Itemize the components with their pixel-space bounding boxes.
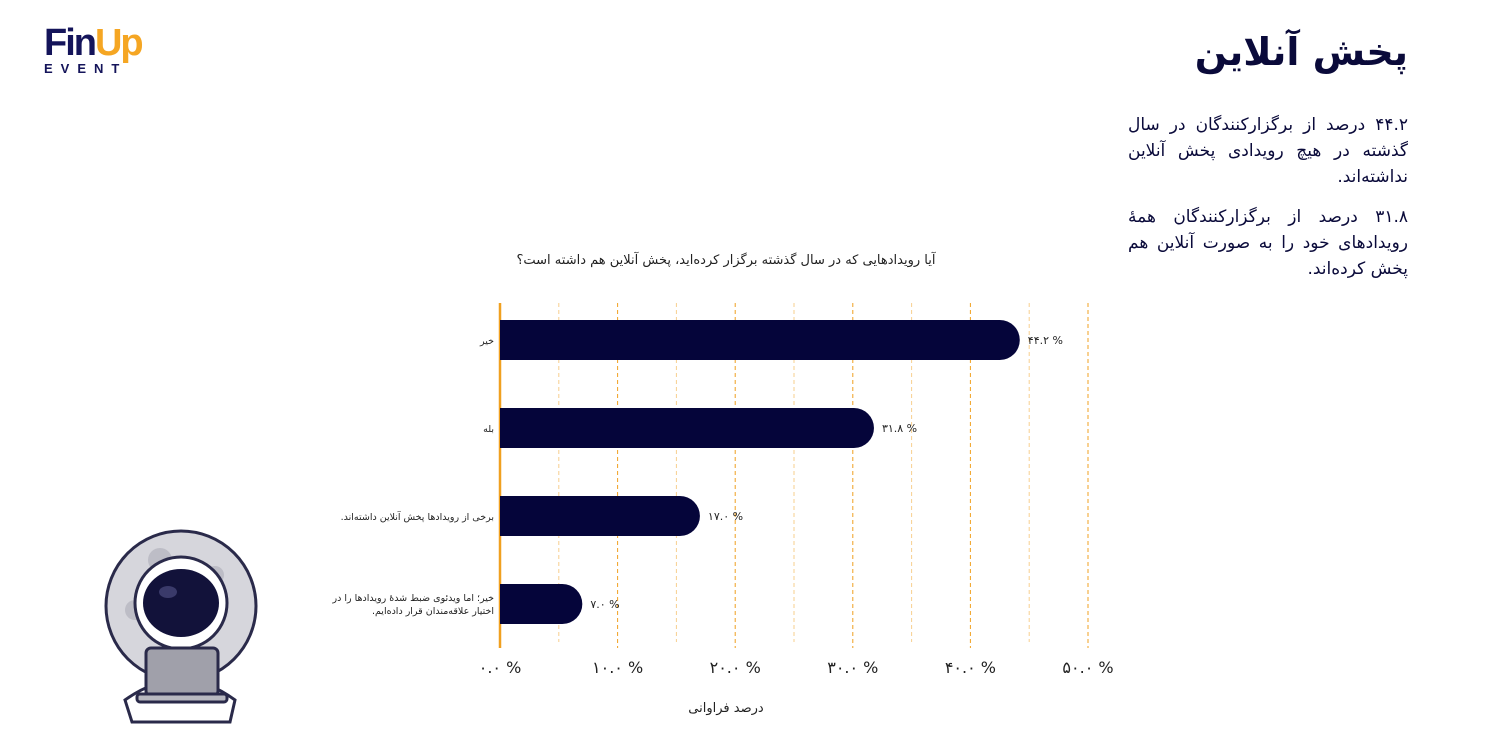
x-tick-label: ۳۰.۰ % — [827, 658, 878, 677]
logo-fin: Fin — [44, 22, 97, 64]
logo-word: FinUp — [44, 22, 144, 64]
bar — [500, 408, 874, 448]
logo-up: Up — [94, 22, 144, 64]
category-label-box: خیر؛ اما ویدئوی ضبط شدهٔ رویدادها را در … — [332, 593, 494, 617]
y-tick-label: خیر؛ اما ویدئوی ضبط شدهٔ رویدادها را در … — [332, 593, 494, 617]
x-tick-label: ۵۰.۰ % — [1062, 658, 1113, 677]
value-label: ۷.۰ % — [590, 598, 619, 611]
bar — [500, 584, 583, 624]
value-label: ۳۱.۸ % — [882, 422, 917, 435]
category-label-box: برخی از رویدادها پخش آنلاین داشته‌اند. — [340, 511, 494, 523]
slide-title: پخش آنلاین — [1194, 30, 1408, 74]
x-tick-label: ۲۰.۰ % — [710, 658, 761, 677]
x-tick-label: ۰.۰ % — [479, 658, 522, 677]
category-label-box: بله — [483, 423, 494, 435]
x-tick-label: ۴۰.۰ % — [945, 658, 996, 677]
category-label-box: خیر — [480, 335, 494, 347]
logo: FinUp EVENT — [44, 22, 144, 76]
bar — [500, 496, 700, 536]
y-tick-label: خیر — [480, 335, 494, 347]
x-axis-label: درصد فراوانی — [688, 701, 764, 716]
bar — [500, 320, 1020, 360]
x-tick-label: ۱۰.۰ % — [592, 658, 643, 677]
chart-title: آیا رویدادهایی که در سال گذشته برگزار کر… — [517, 251, 937, 268]
y-tick-label: بله — [483, 423, 494, 435]
value-label: ۱۷.۰ % — [708, 510, 743, 523]
paragraph: ۳۱.۸ درصد از برگزارکنندگان همهٔ رویدادها… — [1128, 207, 1408, 279]
astronaut — [104, 529, 258, 724]
logo-event: EVENT — [44, 61, 128, 76]
paragraph: ۴۴.۲ درصد از برگزارکنندگان در سال گذشته … — [1128, 115, 1408, 187]
y-tick-label: برخی از رویدادها پخش آنلاین داشته‌اند. — [340, 511, 494, 523]
value-label: ۴۴.۲ % — [1028, 334, 1063, 347]
